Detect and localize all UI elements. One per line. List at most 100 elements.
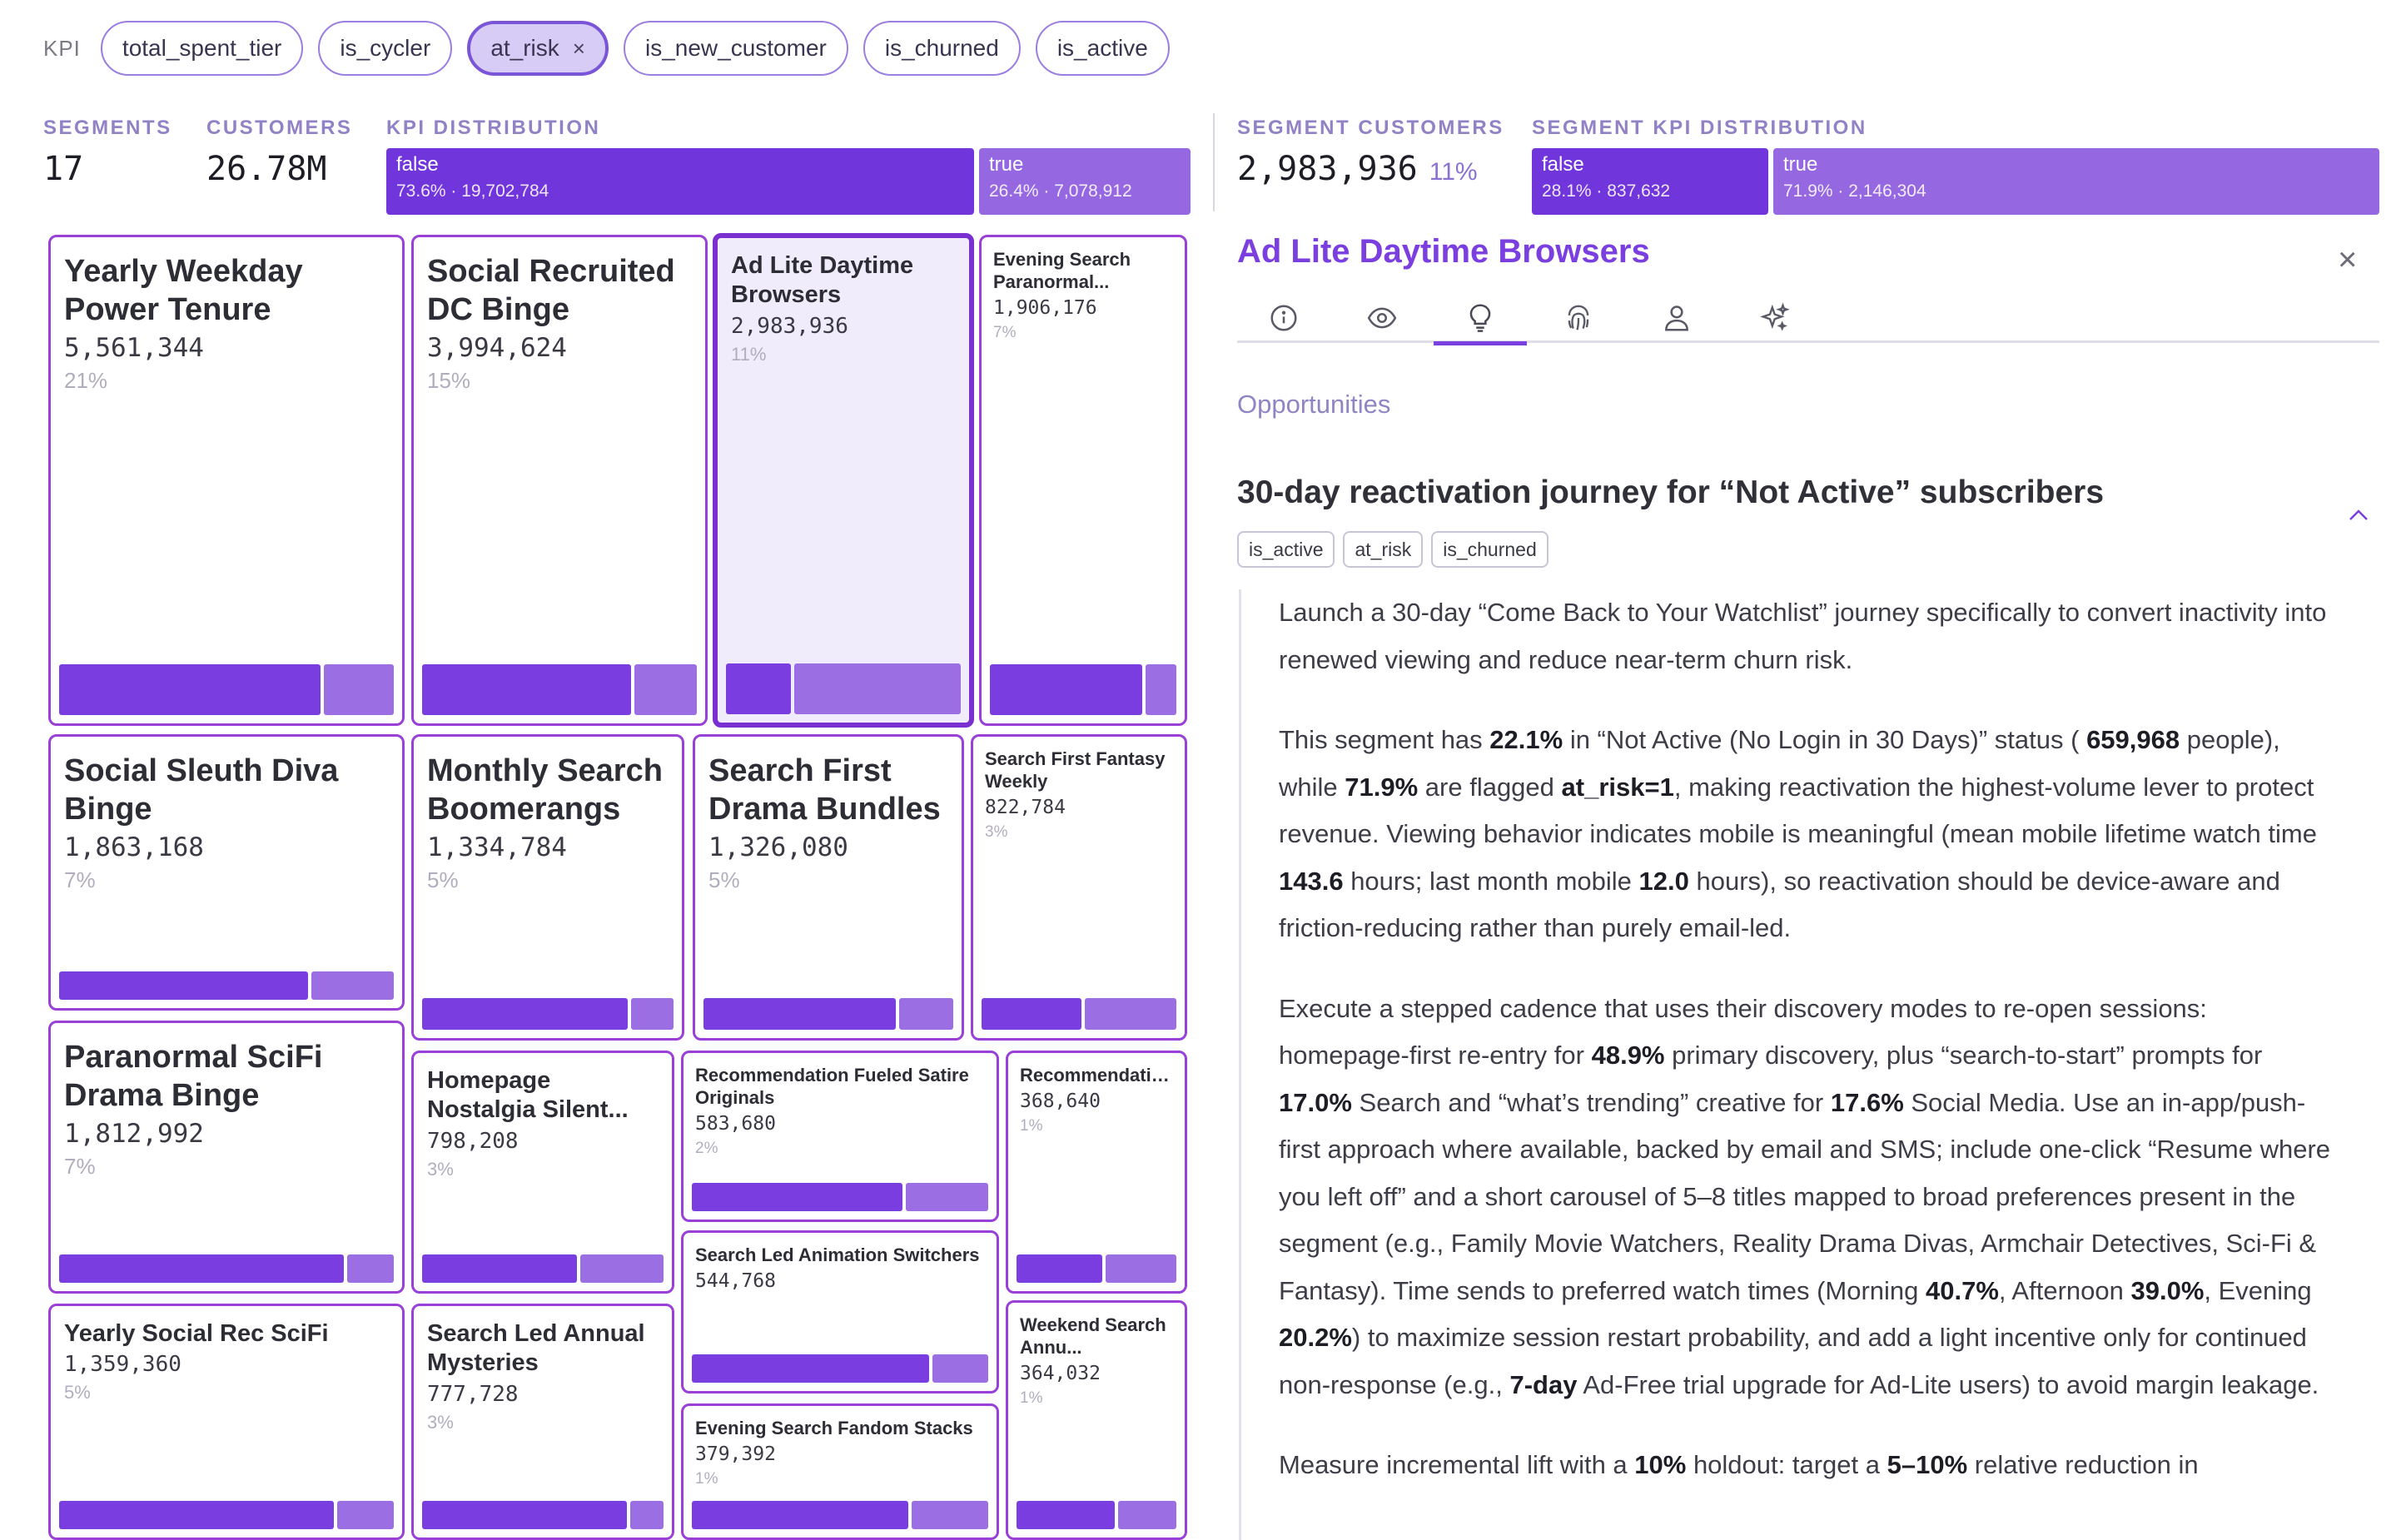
dist-sub: 26.4% · 7,078,912 bbox=[989, 181, 1132, 201]
segment-tile-selected[interactable]: Ad Lite Daytime Browsers 2,983,936 11% bbox=[713, 233, 974, 728]
tab-persona[interactable] bbox=[1630, 293, 1723, 343]
tab-view[interactable] bbox=[1335, 293, 1429, 343]
kpi-chip-total-spent-tier[interactable]: total_spent_tier bbox=[100, 21, 304, 76]
kpi-false-segment bbox=[59, 1501, 334, 1529]
segment-tile[interactable]: Evening Search Paranormal... 1,906,176 7% bbox=[979, 235, 1187, 726]
chip-label: at_risk bbox=[490, 35, 559, 61]
segment-count: 368,640 bbox=[1020, 1090, 1101, 1112]
segment-tile[interactable]: Search First Drama Bundles 1,326,080 5% bbox=[693, 734, 964, 1041]
segment-pct: 3% bbox=[985, 822, 1008, 841]
kpi-dist-true-bar[interactable]: true 26.4% · 7,078,912 bbox=[979, 148, 1191, 215]
segment-name: Evening Search Fandom Stacks bbox=[695, 1418, 973, 1438]
segment-name: Monthly Search Boomerangs bbox=[427, 753, 663, 827]
tab-ai-insights[interactable] bbox=[1728, 293, 1822, 343]
segment-pct: 21% bbox=[64, 367, 108, 393]
segment-count: 1,359,360 bbox=[64, 1352, 181, 1378]
opportunities-heading: Opportunities bbox=[1237, 390, 1391, 419]
segment-name: Search First Drama Bundles bbox=[708, 753, 941, 827]
kpi-chip-is-active[interactable]: is_active bbox=[1035, 21, 1170, 76]
dist-label: false bbox=[396, 153, 439, 176]
close-icon[interactable]: × bbox=[572, 35, 585, 61]
kpi-label: KPI bbox=[43, 35, 81, 61]
segment-pct: 7% bbox=[993, 323, 1017, 341]
segment-pct: 3% bbox=[427, 1158, 454, 1180]
kpi-chip-is-cycler[interactable]: is_cycler bbox=[318, 21, 453, 76]
segments-label: SEGMENTS bbox=[43, 117, 172, 139]
segment-name: Paranormal SciFi Drama Binge bbox=[64, 1040, 323, 1114]
segment-customers-pct: 11% bbox=[1429, 158, 1478, 186]
kpi-split-bar bbox=[59, 664, 394, 715]
segment-tile[interactable]: Search Led Annual Mysteries 777,728 3% bbox=[411, 1304, 674, 1540]
kpi-chip-at-risk[interactable]: at_risk × bbox=[467, 21, 609, 76]
dist-label: true bbox=[1783, 153, 1818, 176]
segment-tile[interactable]: Weekend Search Annu... 364,032 1% bbox=[1006, 1300, 1187, 1540]
segment-count: 777,728 bbox=[427, 1381, 519, 1407]
segment-tile[interactable]: Search First Fantasy Weekly 822,784 3% bbox=[971, 734, 1187, 1041]
chevron-up-icon[interactable] bbox=[2346, 503, 2371, 528]
kpi-true-segment bbox=[337, 1501, 394, 1529]
segment-pct: 15% bbox=[427, 367, 471, 393]
segment-kpi-distribution-label: SEGMENT KPI DISTRIBUTION bbox=[1532, 117, 1867, 139]
kpi-chip-is-churned[interactable]: is_churned bbox=[862, 21, 1021, 76]
close-icon[interactable]: × bbox=[2338, 241, 2358, 278]
chip-label: is_churned bbox=[884, 35, 999, 61]
kpi-split-bar bbox=[59, 971, 394, 1000]
user-icon bbox=[1665, 306, 1688, 331]
kpi-split-bar bbox=[990, 664, 1176, 715]
segment-name: Ad Lite Daytime Browsers bbox=[731, 252, 914, 309]
tab-info[interactable] bbox=[1237, 293, 1330, 343]
segment-tile[interactable]: Paranormal SciFi Drama Binge 1,812,992 7% bbox=[48, 1021, 405, 1294]
dist-label: true bbox=[989, 153, 1024, 176]
kpi-false-segment bbox=[422, 664, 631, 715]
segment-tile[interactable]: Homepage Nostalgia Silent... 798,208 3% bbox=[411, 1051, 674, 1294]
segment-tile[interactable]: Recommendation Led Mobile... 368,640 1% bbox=[1006, 1051, 1187, 1294]
segment-tile[interactable]: Evening Search Fandom Stacks 379,392 1% bbox=[681, 1403, 999, 1540]
dist-label: false bbox=[1542, 153, 1584, 176]
dist-sub: 71.9% · 2,146,304 bbox=[1783, 181, 1926, 201]
segment-count: 5,561,344 bbox=[64, 332, 204, 363]
kpi-split-bar bbox=[422, 998, 674, 1030]
kpi-split-bar bbox=[422, 664, 697, 715]
kpi-split-bar bbox=[59, 1501, 394, 1529]
segment-tile[interactable]: Yearly Weekday Power Tenure 5,561,344 21% bbox=[48, 235, 405, 726]
segment-count: 379,392 bbox=[695, 1443, 776, 1465]
kpi-dist-false-bar[interactable]: false 73.6% · 19,702,784 bbox=[386, 148, 974, 215]
segment-name: Social Recruited DC Binge bbox=[427, 254, 675, 328]
segment-kpi-dist-false-bar[interactable]: false 28.1% · 837,632 bbox=[1532, 148, 1768, 215]
kpi-split-bar bbox=[703, 998, 953, 1030]
segment-count: 3,994,624 bbox=[427, 332, 567, 363]
segment-count: 822,784 bbox=[985, 796, 1066, 818]
segment-tile[interactable]: Search Led Animation Switchers 544,768 bbox=[681, 1230, 999, 1393]
kpi-split-bar bbox=[692, 1183, 988, 1211]
panel-title: Ad Lite Daytime Browsers bbox=[1237, 233, 1650, 270]
segment-name: Recommendation Fueled Satire Originals bbox=[695, 1065, 969, 1108]
segment-tile[interactable]: Monthly Search Boomerangs 1,334,784 5% bbox=[411, 734, 684, 1041]
kpi-false-segment bbox=[726, 663, 791, 714]
kpi-split-bar bbox=[982, 998, 1176, 1030]
segment-name: Search Led Animation Switchers bbox=[695, 1244, 980, 1265]
segment-tile[interactable]: Social Sleuth Diva Binge 1,863,168 7% bbox=[48, 734, 405, 1011]
segment-count: 1,863,168 bbox=[64, 832, 204, 862]
kpi-chip-is-new-customer[interactable]: is_new_customer bbox=[623, 21, 848, 76]
paragraph-3: Execute a stepped cadence that uses thei… bbox=[1279, 993, 2331, 1399]
tab-fingerprint[interactable] bbox=[1532, 293, 1625, 343]
kpi-split-bar bbox=[59, 1254, 394, 1283]
segment-count: 1,326,080 bbox=[708, 832, 848, 862]
segment-tile[interactable]: Social Recruited DC Binge 3,994,624 15% bbox=[411, 235, 708, 726]
vertical-divider bbox=[1213, 113, 1215, 211]
segment-tile[interactable]: Recommendation Fueled Satire Originals 58… bbox=[681, 1051, 999, 1222]
segment-pct: 5% bbox=[427, 867, 459, 892]
segment-kpi-dist-true-bar[interactable]: true 71.9% · 2,146,304 bbox=[1773, 148, 2379, 215]
lightbulb-icon bbox=[1469, 304, 1491, 332]
kpi-false-segment bbox=[1017, 1254, 1102, 1283]
segment-name: Weekend Search Annu... bbox=[1020, 1314, 1166, 1358]
tab-opportunities[interactable] bbox=[1434, 293, 1527, 345]
paragraph-1: Launch a 30-day “Come Back to Your Watch… bbox=[1279, 598, 2327, 674]
paragraph-2: This segment has 22.1% in “Not Active (N… bbox=[1279, 725, 2317, 942]
kpi-split-bar bbox=[1017, 1254, 1176, 1283]
dist-sub: 28.1% · 837,632 bbox=[1542, 181, 1671, 201]
segment-tile[interactable]: Yearly Social Rec SciFi 1,359,360 5% bbox=[48, 1304, 405, 1540]
kpi-true-segment bbox=[932, 1354, 988, 1383]
kpi-false-segment bbox=[422, 1254, 577, 1283]
kpi-true-segment bbox=[1118, 1501, 1176, 1529]
